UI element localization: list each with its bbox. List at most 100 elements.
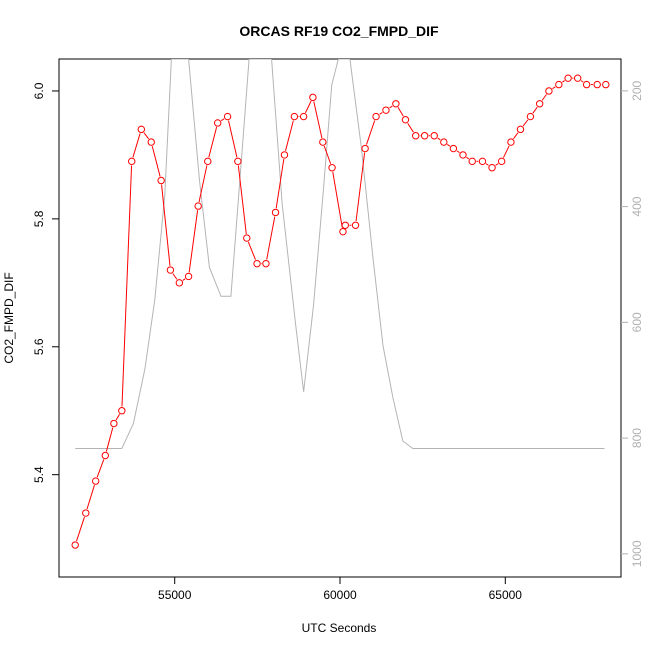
x-tick-label: 55000	[158, 588, 192, 602]
x-tick-label: 60000	[323, 588, 357, 602]
co2-line-segment	[115, 414, 121, 421]
data-point	[478, 157, 487, 166]
co2-line-segment	[323, 145, 332, 164]
co2-line-segment	[105, 427, 114, 452]
co2-line-segment	[503, 145, 510, 158]
y-tick-label: 5.8	[32, 210, 46, 227]
co2-line-segment	[208, 126, 218, 158]
co2-line-segment	[182, 278, 186, 281]
data-point	[602, 80, 610, 89]
co2-line-segment	[355, 152, 366, 222]
data-point	[459, 151, 467, 159]
co2-line-segment	[541, 94, 547, 101]
co2-line-segment	[285, 120, 294, 151]
y-tick-label: 5.4	[32, 466, 46, 483]
y2-tick-label: 600	[630, 312, 644, 332]
data-point	[564, 74, 572, 82]
x-axis: 55000 60000 65000	[158, 577, 522, 602]
data-point	[341, 221, 349, 229]
data-point	[582, 80, 591, 89]
co2-line-segment	[456, 150, 460, 154]
co2-line-segment	[143, 132, 150, 140]
data-point	[593, 80, 601, 89]
data-point	[412, 132, 420, 140]
data-point	[101, 451, 109, 460]
y2-axis: 200 400 600 800 1000	[621, 81, 644, 567]
data-point	[526, 112, 535, 121]
co2-line-segment	[151, 146, 161, 177]
data-point	[234, 157, 242, 166]
data-point	[535, 100, 544, 108]
y2-tick-label: 800	[630, 428, 644, 448]
data-point	[361, 144, 369, 153]
data-point	[372, 112, 380, 121]
data-point	[71, 541, 79, 549]
co2-line-segment	[466, 156, 470, 160]
data-point	[280, 151, 289, 159]
data-point	[382, 106, 390, 114]
data-point	[137, 125, 146, 134]
data-point	[82, 509, 90, 517]
co2-line-segment	[495, 163, 499, 166]
data-point	[555, 80, 563, 89]
data-point	[319, 138, 327, 146]
data-point	[128, 157, 136, 166]
co2-line-segment	[220, 118, 225, 122]
co2-line-segment	[522, 119, 529, 127]
co2-line-segment	[188, 210, 199, 273]
co2-line-segment	[447, 144, 451, 147]
co2-line-segment	[86, 484, 95, 510]
data-point	[175, 279, 184, 287]
co2-line-segment	[366, 120, 376, 145]
data-point	[110, 419, 118, 428]
data-point	[449, 144, 458, 153]
data-point	[194, 202, 202, 210]
co2-line-segment	[161, 184, 171, 266]
data-point	[223, 112, 232, 121]
co2-line-segment	[580, 80, 584, 83]
co2-line-segment	[237, 165, 247, 234]
data-point	[430, 132, 438, 140]
data-point	[392, 100, 400, 108]
co2-line-segment	[397, 107, 404, 117]
data-point	[91, 477, 100, 485]
data-point	[328, 164, 336, 172]
plot-frame	[58, 58, 622, 578]
altitude-line	[75, 59, 605, 450]
data-point	[271, 208, 280, 217]
y-tick-label: 5.6	[32, 338, 46, 355]
co2-line-segment	[132, 133, 141, 158]
y-axis-label: CO2_FMPD_DIF	[2, 272, 16, 363]
y2-tick-label: 400	[630, 196, 644, 216]
data-point	[351, 221, 360, 229]
x-axis-label: UTC Seconds	[302, 621, 377, 635]
co2-line-segment	[121, 165, 133, 407]
co2-line-segment	[313, 101, 323, 139]
data-point	[339, 227, 347, 236]
co2-line-segment	[532, 106, 538, 114]
data-point	[157, 176, 165, 185]
data-point	[118, 407, 126, 415]
data-point	[545, 87, 553, 95]
co2-line-segment	[332, 171, 343, 228]
co2-line-segment	[407, 123, 414, 133]
data-point	[213, 119, 222, 127]
data-point	[573, 74, 582, 82]
co2-line-segment	[198, 165, 208, 203]
co2-line-segment	[76, 516, 85, 542]
data-point	[440, 138, 448, 146]
data-point	[204, 157, 212, 166]
co2-line-segment	[305, 100, 312, 113]
y-tick-label: 6.0	[32, 82, 46, 99]
data-point	[299, 112, 308, 121]
co2-line-segment	[266, 216, 276, 260]
data-point	[516, 125, 525, 134]
y2-tick-label: 1000	[630, 540, 644, 567]
co2-line-segment	[228, 120, 238, 158]
data-point	[243, 234, 251, 242]
co2-line-segment	[96, 459, 105, 478]
data-point	[497, 157, 506, 166]
co2-line-segment	[562, 80, 565, 83]
co2-line-segment	[552, 86, 556, 90]
co2-line-segment	[172, 273, 178, 280]
